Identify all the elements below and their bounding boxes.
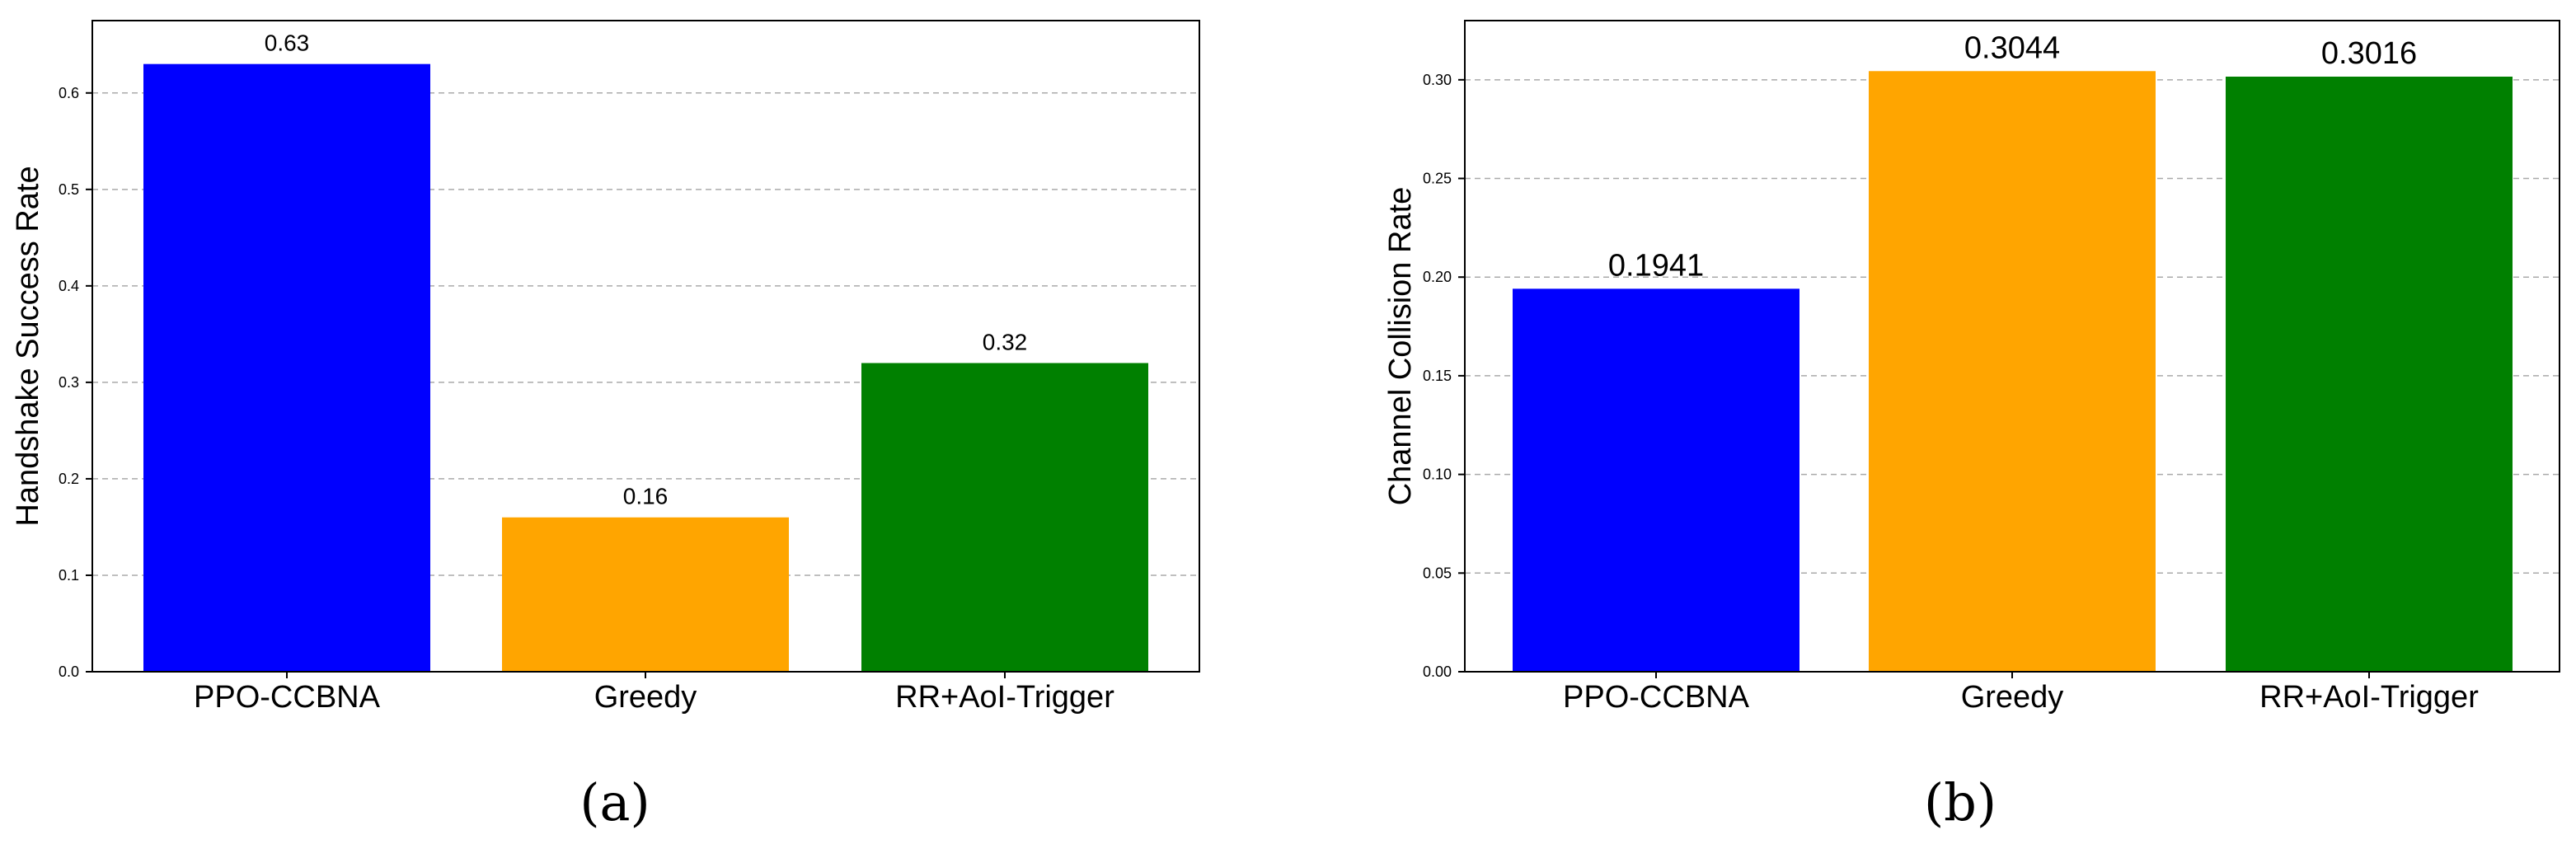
x-tick-label: Greedy	[1961, 680, 2064, 715]
bar-rr-aoi-trigger	[861, 363, 1148, 672]
y-tick-label: 0.2	[59, 471, 79, 487]
bar-value-label: 0.16	[623, 484, 669, 509]
y-tick-label: 0.20	[1423, 269, 1452, 285]
y-tick-label: 0.0	[59, 663, 79, 680]
y-tick-label: 0.4	[59, 278, 79, 294]
bar-greedy	[502, 517, 789, 672]
y-tick-label: 0.10	[1423, 467, 1452, 483]
y-tick-label: 0.05	[1423, 565, 1452, 581]
y-tick-label: 0.00	[1423, 663, 1452, 680]
bar-value-label: 0.63	[265, 30, 310, 56]
y-tick-label: 0.1	[59, 567, 79, 584]
bar-value-label: 0.1941	[1608, 248, 1704, 283]
y-tick-label: 0.5	[59, 181, 79, 198]
x-tick-label: RR+AoI-Trigger	[895, 680, 1114, 715]
x-tick-label: PPO-CCBNA	[194, 680, 381, 715]
y-tick-label: 0.25	[1423, 171, 1452, 187]
axes-frame	[1464, 20, 2560, 673]
y-tick-label: 0.3	[59, 374, 79, 391]
bar-value-label: 0.32	[983, 329, 1028, 354]
y-axis-label: Handshake Success Rate	[11, 166, 45, 526]
y-tick-label: 0.6	[59, 85, 79, 101]
x-tick-label: PPO-CCBNA	[1563, 680, 1750, 715]
chart-panel-b: 0.00 0.05 0.10 0.15 0.20 0.25 0.30 0.1941 PPO-CC…	[1383, 20, 2560, 832]
bar-value-label: 0.3044	[1964, 30, 2060, 65]
bar-greedy	[1869, 71, 2156, 672]
bar-ppo-ccbna	[1513, 288, 1799, 672]
bar-ppo-ccbna	[143, 63, 430, 672]
panel-caption: (a)	[579, 772, 650, 832]
chart-panel-a: 0.0 0.1 0.2 0.3 0.4 0.5 0.6 0.63 PPO-CCBNA 0.16 Gr…	[11, 20, 1200, 832]
y-tick-label: 0.30	[1423, 72, 1452, 88]
y-tick-label: 0.15	[1423, 368, 1452, 384]
axes-frame	[91, 20, 1200, 673]
x-tick-label: Greedy	[594, 680, 697, 715]
bar-value-label: 0.3016	[2321, 36, 2417, 71]
x-tick-label: RR+AoI-Trigger	[2259, 680, 2479, 715]
y-axis-label: Channel Collision Rate	[1383, 187, 1418, 506]
panel-caption: (b)	[1924, 772, 1997, 832]
bar-rr-aoi-trigger	[2226, 76, 2513, 673]
